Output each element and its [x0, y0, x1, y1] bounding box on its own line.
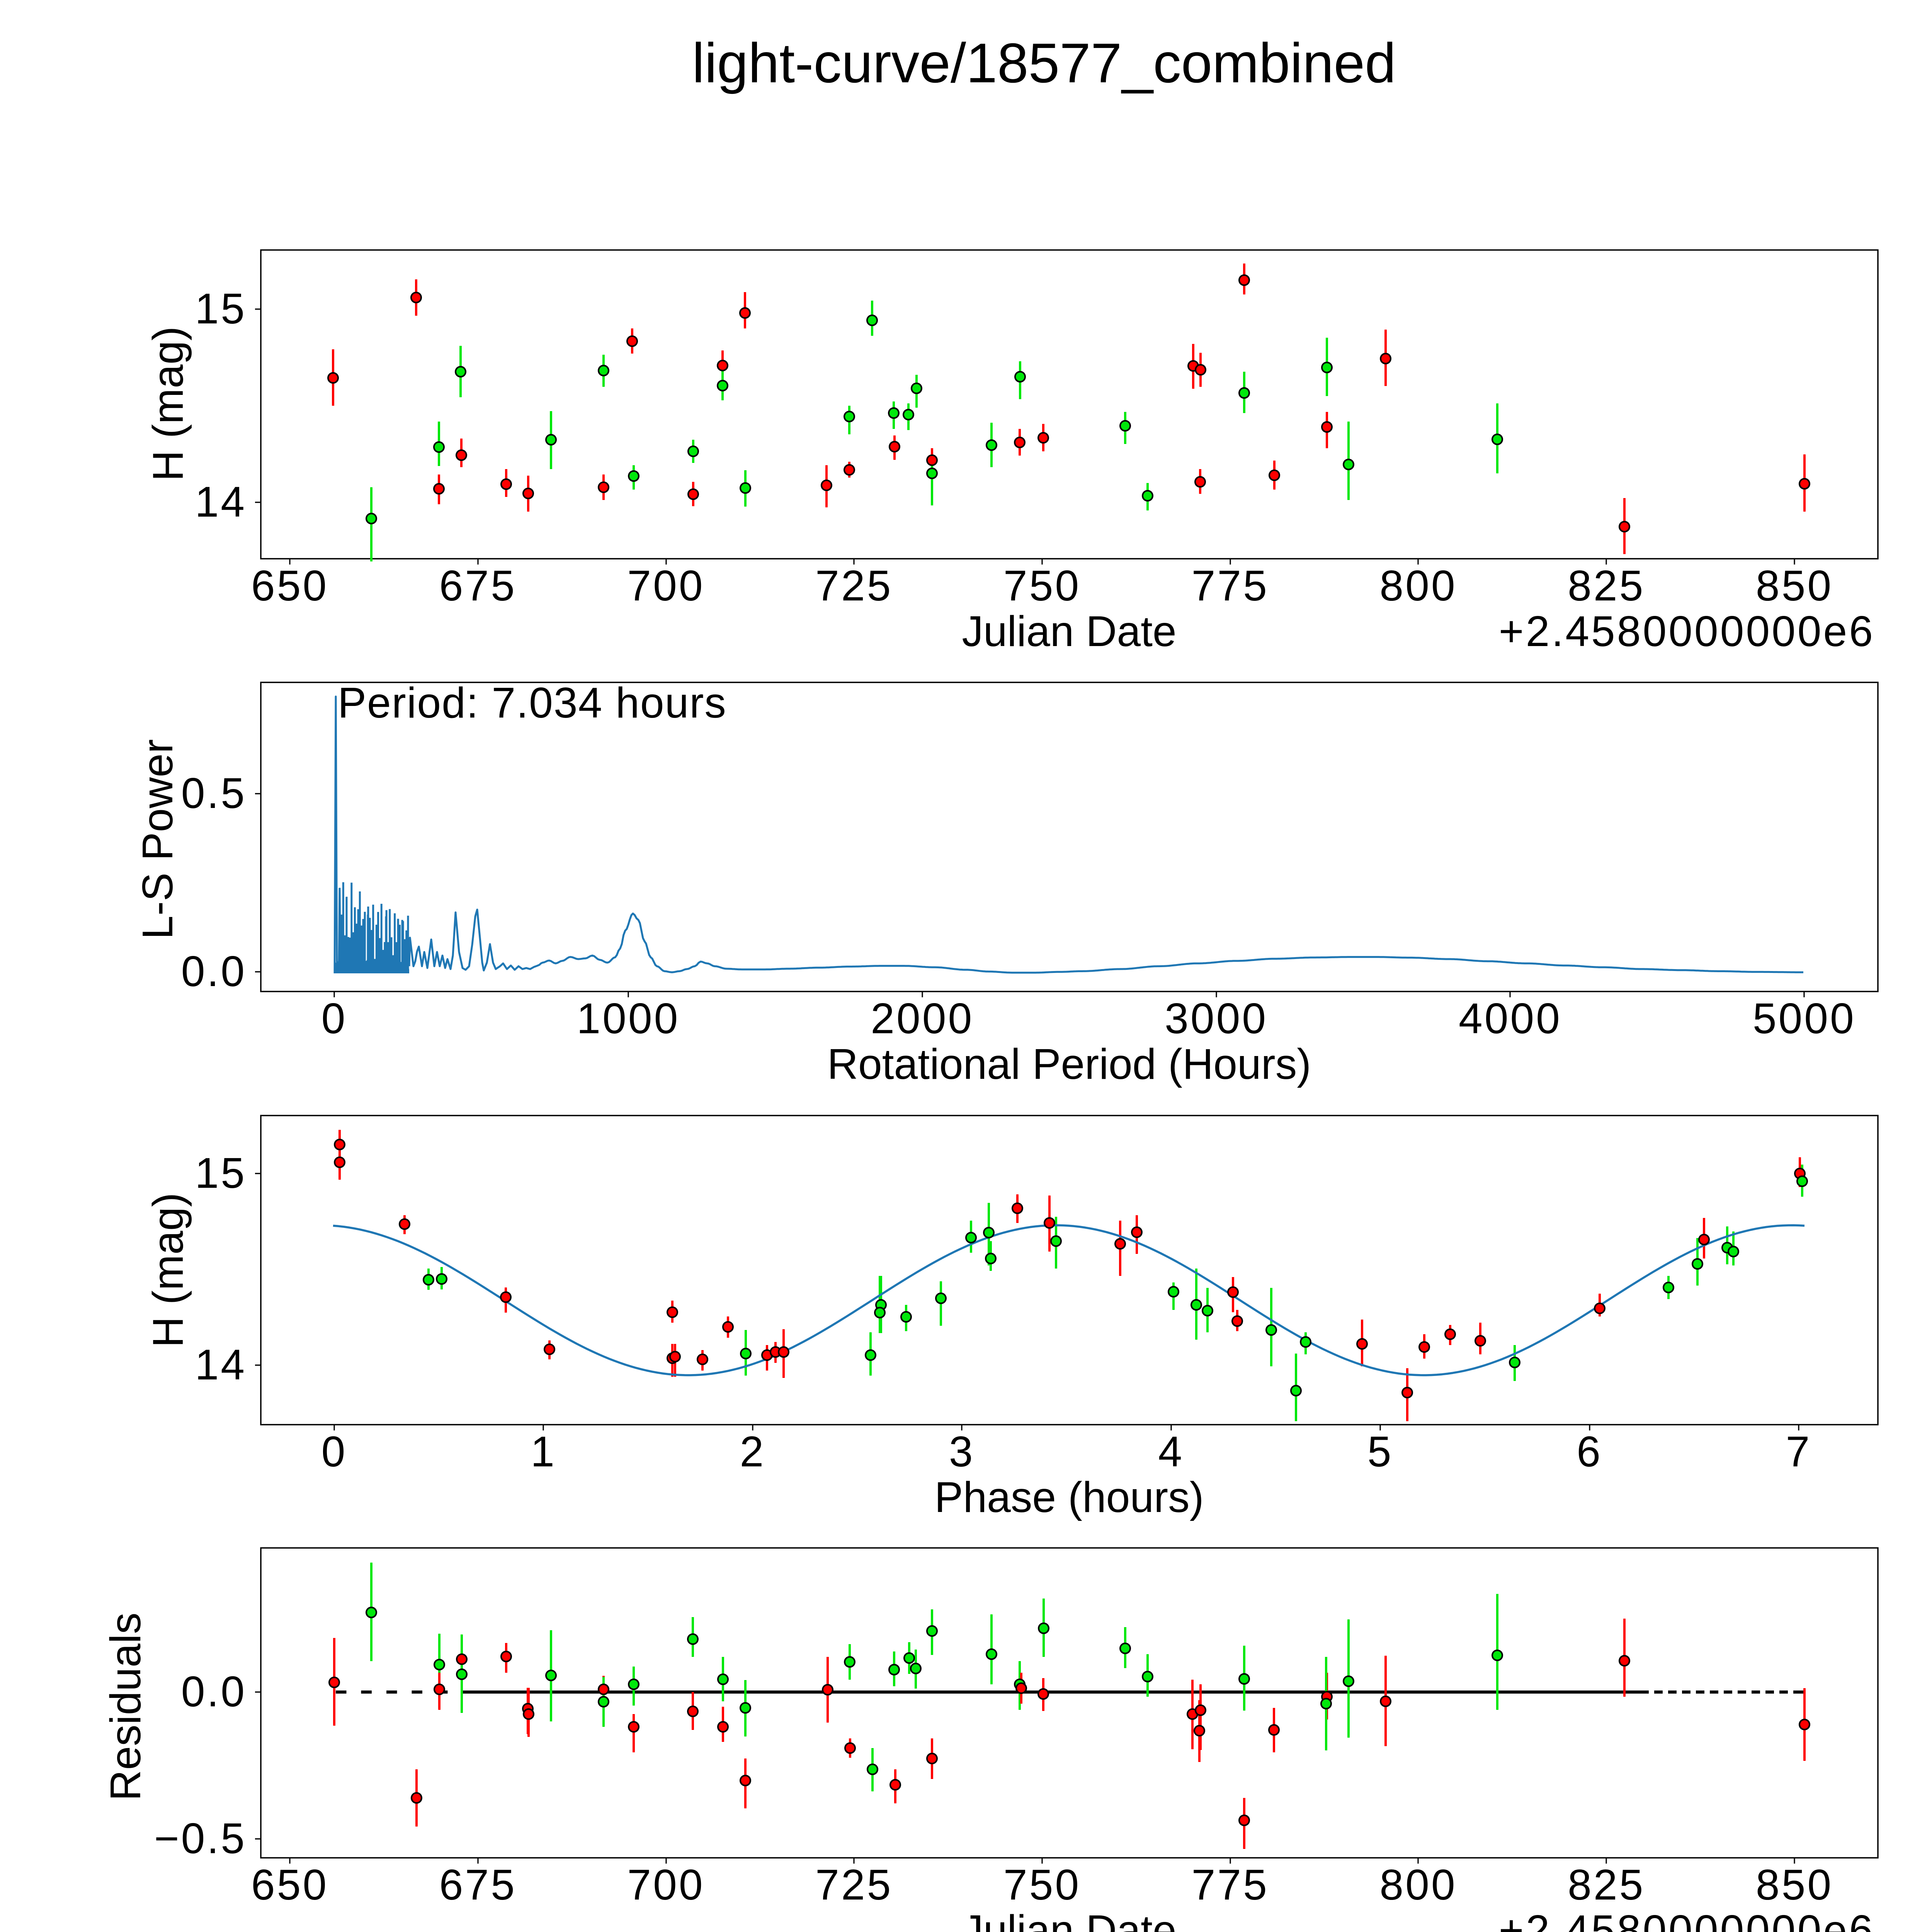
svg-text:5000: 5000: [1753, 995, 1856, 1043]
svg-text:Residuals: Residuals: [102, 1612, 150, 1801]
svg-text:15: 15: [195, 285, 247, 333]
svg-text:−0.5: −0.5: [154, 1815, 247, 1862]
svg-text:+2.4580000000e6: +2.4580000000e6: [1499, 607, 1875, 655]
svg-text:L-S Power: L-S Power: [134, 739, 182, 939]
svg-text:2000: 2000: [871, 995, 974, 1043]
svg-text:Phase (hours): Phase (hours): [934, 1473, 1204, 1521]
svg-text:0.0: 0.0: [181, 947, 247, 995]
svg-text:6: 6: [1577, 1428, 1602, 1476]
svg-text:800: 800: [1379, 562, 1457, 610]
svg-text:825: 825: [1568, 1861, 1645, 1909]
svg-text:650: 650: [251, 1861, 328, 1909]
svg-text:2: 2: [740, 1428, 765, 1476]
svg-text:H (mag): H (mag): [144, 1193, 192, 1348]
svg-text:1: 1: [531, 1428, 556, 1476]
svg-text:750: 750: [1003, 1861, 1081, 1909]
svg-text:4000: 4000: [1459, 995, 1562, 1043]
svg-text:+2.4580000000e6: +2.4580000000e6: [1499, 1906, 1875, 1932]
svg-text:light-curve/18577_combined: light-curve/18577_combined: [692, 32, 1396, 94]
svg-text:750: 750: [1003, 562, 1081, 610]
svg-text:Rotational Period (Hours): Rotational Period (Hours): [827, 1040, 1311, 1088]
svg-text:1000: 1000: [577, 995, 680, 1043]
svg-text:14: 14: [195, 478, 247, 526]
svg-text:5: 5: [1367, 1428, 1393, 1476]
svg-text:0.5: 0.5: [181, 769, 247, 817]
svg-text:700: 700: [627, 1861, 704, 1909]
svg-text:0: 0: [321, 1428, 347, 1476]
svg-text:Julian Date: Julian Date: [962, 1906, 1176, 1932]
svg-text:7: 7: [1786, 1428, 1812, 1476]
svg-text:4: 4: [1158, 1428, 1184, 1476]
svg-text:775: 775: [1192, 1861, 1269, 1909]
svg-text:H (mag): H (mag): [144, 327, 192, 481]
svg-text:0: 0: [321, 995, 347, 1043]
svg-text:850: 850: [1756, 562, 1833, 610]
svg-text:725: 725: [815, 562, 893, 610]
svg-text:0.0: 0.0: [181, 1668, 247, 1716]
svg-text:3: 3: [949, 1428, 975, 1476]
svg-text:3000: 3000: [1165, 995, 1268, 1043]
svg-text:725: 725: [815, 1861, 893, 1909]
svg-text:Julian Date: Julian Date: [962, 607, 1176, 655]
svg-text:700: 700: [627, 562, 704, 610]
svg-text:675: 675: [439, 562, 517, 610]
svg-text:825: 825: [1568, 562, 1645, 610]
svg-text:775: 775: [1192, 562, 1269, 610]
svg-text:Period: 7.034 hours: Period: 7.034 hours: [338, 679, 727, 727]
svg-text:850: 850: [1756, 1861, 1833, 1909]
svg-text:800: 800: [1379, 1861, 1457, 1909]
svg-text:15: 15: [195, 1149, 247, 1197]
svg-text:675: 675: [439, 1861, 517, 1909]
svg-text:14: 14: [195, 1341, 247, 1389]
svg-text:650: 650: [251, 562, 328, 610]
